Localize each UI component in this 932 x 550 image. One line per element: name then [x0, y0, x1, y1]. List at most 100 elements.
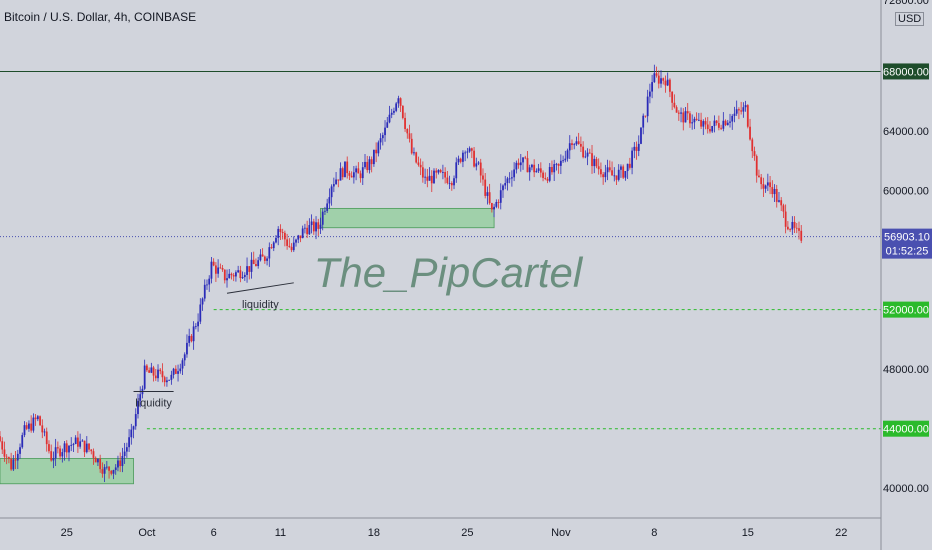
candle: [288, 245, 291, 247]
candle: [470, 148, 473, 151]
candle: [673, 102, 676, 108]
candle: [524, 157, 527, 159]
candle: [764, 185, 767, 189]
candle: [81, 440, 84, 442]
candle: [12, 459, 15, 470]
candle: [606, 167, 609, 173]
candle: [508, 178, 511, 180]
candle: [439, 170, 442, 173]
candle: [664, 80, 667, 86]
candle: [186, 342, 188, 355]
candle: [479, 162, 482, 176]
candle: [421, 167, 424, 178]
candle: [633, 146, 636, 151]
candle: [575, 141, 578, 145]
candle: [669, 79, 671, 92]
candle: [114, 467, 117, 471]
candle: [10, 458, 13, 470]
candle: [473, 150, 475, 167]
candle: [241, 277, 244, 279]
candle: [246, 266, 248, 275]
candle: [468, 148, 471, 152]
candle: [753, 151, 756, 157]
price-axis[interactable]: 40000.0044000.0048000.0052000.0056000.00…: [883, 0, 929, 495]
candle: [515, 162, 518, 170]
candle: [295, 239, 297, 243]
candle: [510, 177, 513, 179]
candle: [495, 202, 498, 207]
candle: [531, 164, 533, 168]
candle: [795, 227, 798, 229]
candle: [446, 177, 449, 184]
candle: [346, 161, 349, 174]
candle: [720, 127, 723, 129]
candle: [148, 370, 151, 373]
candle: [130, 429, 133, 438]
candle: [190, 335, 193, 342]
candle: [375, 149, 378, 154]
candle: [437, 170, 440, 173]
candle: [357, 168, 360, 174]
candle: [163, 377, 166, 383]
candle: [321, 211, 324, 225]
time-axis-label: 22: [835, 527, 847, 539]
candle: [697, 119, 700, 121]
candle: [143, 365, 146, 389]
candle: [206, 284, 208, 286]
candle: [426, 176, 429, 181]
candle: [566, 150, 569, 159]
candle: [306, 227, 309, 235]
candle: [177, 371, 179, 374]
candle: [188, 335, 191, 343]
candle: [103, 467, 106, 474]
candle: [252, 259, 255, 265]
candle: [92, 451, 95, 458]
candle: [119, 460, 122, 467]
candle: [161, 371, 164, 378]
currency-badge[interactable]: USD: [895, 12, 925, 26]
candle: [344, 161, 346, 178]
candle: [758, 175, 760, 178]
candle: [408, 133, 411, 139]
price-axis-label: 40000.00: [883, 483, 929, 495]
candle: [733, 113, 736, 116]
candle: [577, 141, 580, 144]
time-axis[interactable]: 25 Oct 6 11 18 25 Nov 8 15 22: [61, 527, 848, 539]
candle: [526, 158, 529, 173]
candle: [292, 242, 295, 251]
candle: [328, 197, 331, 204]
candle: [237, 270, 240, 273]
candle: [637, 143, 640, 151]
time-axis-label: 18: [368, 527, 380, 539]
zone-2: [320, 207, 495, 229]
candle: [28, 423, 30, 429]
candle: [413, 152, 415, 154]
candle: [368, 159, 371, 171]
candle: [740, 110, 743, 112]
candle: [364, 161, 366, 168]
candle: [239, 270, 242, 279]
candle: [564, 158, 567, 161]
candle: [622, 166, 625, 178]
candle: [270, 247, 273, 249]
candle: [166, 380, 168, 383]
candle: [780, 200, 783, 206]
candle: [680, 112, 682, 114]
candle: [266, 258, 268, 261]
candle: [608, 167, 611, 171]
candle: [97, 459, 99, 463]
candle: [230, 273, 233, 276]
candle: [170, 374, 173, 380]
time-axis-label: 11: [275, 527, 286, 539]
candle: [70, 444, 73, 446]
candle: [651, 82, 654, 92]
candle: [442, 172, 444, 173]
candle: [386, 122, 389, 128]
candle: [628, 163, 631, 168]
candle: [393, 110, 395, 113]
candle: [56, 447, 59, 449]
candle: [773, 188, 776, 195]
candle: [751, 139, 754, 152]
candle: [335, 179, 337, 185]
